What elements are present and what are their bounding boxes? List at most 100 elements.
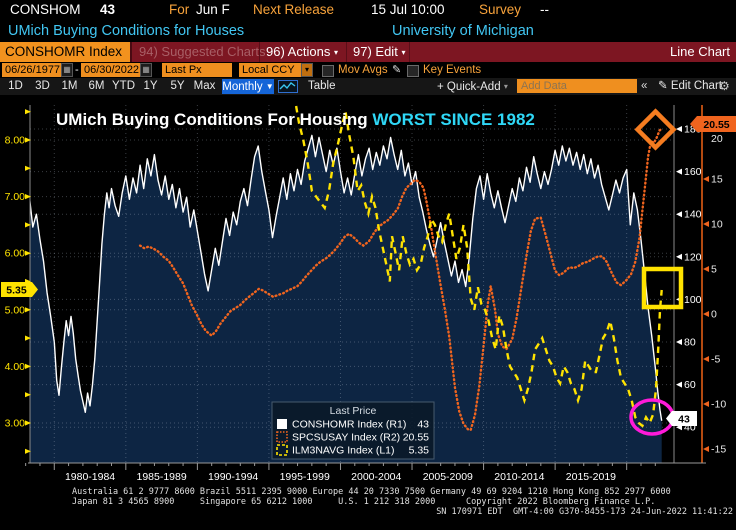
mov-avgs-label[interactable]: Mov Avgs	[338, 64, 388, 76]
svg-text:100: 100	[684, 294, 702, 306]
caret-down-icon: ▾	[333, 48, 338, 57]
security-source: University of Michigan	[392, 23, 534, 39]
calendar-icon[interactable]: ▦	[140, 63, 152, 77]
svg-text:7.00: 7.00	[5, 191, 26, 203]
svg-text:2000-2004: 2000-2004	[351, 471, 401, 483]
svg-text:SPCSUSAY Index (R2): SPCSUSAY Index (R2)	[292, 432, 400, 444]
svg-text:43: 43	[417, 419, 429, 431]
svg-text:20.55: 20.55	[403, 432, 429, 444]
security-header: CONSHOM 43 For Jun F Next Release 15 Jul…	[0, 0, 736, 20]
range-tab-5y[interactable]: 5Y	[170, 80, 185, 92]
pencil-icon: ✎	[658, 80, 671, 92]
badge-right-inner-last: 43	[678, 414, 690, 426]
date-to-field[interactable]: 06/30/2022	[81, 63, 140, 77]
svg-text:1990-1994: 1990-1994	[208, 471, 258, 483]
footer-contacts-line2: Japan 81 3 4565 8900 Singapore 65 6212 1…	[72, 497, 656, 507]
x-axis: 1980-1984 1985-1989 1990-1994 1995-1999 2000…	[25, 462, 706, 483]
view-label: Line Chart	[670, 44, 730, 59]
currency-selector[interactable]: Local CCY	[239, 63, 301, 77]
svg-text:1980-1984: 1980-1984	[65, 471, 115, 483]
for-value: Jun F	[196, 2, 230, 17]
svg-text:5.35: 5.35	[409, 445, 430, 457]
annotation-diamond	[634, 108, 677, 151]
key-events-label[interactable]: Key Events	[423, 64, 482, 76]
svg-text:2010-2014: 2010-2014	[494, 471, 544, 483]
menu-bar: CONSHOMR Index 94) Suggested Charts 96) …	[0, 42, 736, 62]
survey-value: --	[540, 2, 549, 17]
annotation-rectangle	[641, 266, 684, 310]
plot-area	[30, 105, 663, 463]
range-tabs: 1D 3D 1M 6M YTD 1Y 5Y Max	[2, 78, 218, 95]
svg-text:CONSHOMR Index (R1): CONSHOMR Index (R1)	[292, 419, 406, 431]
svg-text:15: 15	[711, 174, 723, 186]
legend: Last Price CONSHOMR Index (R1) 43 SPCSUSAY …	[271, 401, 435, 460]
mov-avgs-checkbox[interactable]	[322, 65, 334, 77]
range-tab-1m[interactable]: 1M	[61, 80, 78, 92]
svg-text:60: 60	[684, 379, 696, 391]
footer-session-info: SN 170971 EDT GMT-4:00 G370-8455-173 24-…	[436, 507, 733, 517]
svg-text:1985-1989: 1985-1989	[136, 471, 186, 483]
svg-text:5.00: 5.00	[5, 304, 26, 316]
caret-down-icon: ▾	[401, 48, 406, 57]
range-tab-6m[interactable]: 6M	[88, 80, 105, 92]
svg-text:4.00: 4.00	[5, 361, 26, 373]
date-from-field[interactable]: 06/26/1977	[2, 63, 61, 77]
area-fill	[30, 135, 662, 463]
line-chart-icon[interactable]	[278, 80, 298, 93]
badge-right-outer-last: 20.55	[703, 119, 729, 131]
price-line-conshomr	[30, 134, 663, 421]
svg-text:20: 20	[711, 133, 723, 145]
actions-menu[interactable]: 96) Actions ▾	[266, 44, 338, 59]
next-release-value: 15 Jul 10:00	[371, 2, 445, 17]
field-controls: 06/26/1977 ▦ - 06/30/2022 ▦ Last Px Loca…	[0, 62, 736, 78]
edit-menu[interactable]: 97) Edit ▾	[353, 44, 406, 59]
date-range-dash: -	[75, 64, 79, 76]
calendar-icon[interactable]: ▦	[61, 63, 73, 77]
table-button[interactable]: Table	[308, 80, 336, 92]
range-tab-ytd[interactable]: YTD	[112, 80, 135, 92]
price-field-selector[interactable]: Last Px	[162, 63, 232, 77]
key-events-checkbox[interactable]	[407, 65, 419, 77]
range-tab-3d[interactable]: 3D	[35, 80, 50, 92]
period-selector[interactable]: Monthly ▼	[222, 79, 274, 94]
range-tab-1d[interactable]: 1D	[8, 80, 23, 92]
svg-text:-10: -10	[711, 399, 726, 411]
svg-text:120: 120	[684, 251, 702, 263]
last-price-badges: 5.35 43 20.55	[1, 116, 736, 426]
svg-text:10: 10	[711, 219, 723, 231]
terminal-footer: Australia 61 2 9777 8600 Brazil 5511 239…	[0, 487, 736, 530]
range-tab-max[interactable]: Max	[193, 80, 216, 92]
svg-text:140: 140	[684, 209, 702, 221]
price-line-ilm3navg	[294, 105, 663, 428]
security-description: UMich Buying Conditions for Houses	[8, 23, 245, 39]
svg-text:2015-2019: 2015-2019	[566, 471, 616, 483]
svg-text:80: 80	[684, 337, 696, 349]
caret-down-icon[interactable]: ▾	[301, 63, 313, 77]
next-release-label: Next Release	[253, 2, 335, 17]
svg-text:-15: -15	[711, 444, 726, 456]
ticker: CONSHOM	[10, 2, 81, 17]
edit-chart-button[interactable]: ✎ Edit Chart	[658, 80, 722, 92]
svg-text:40: 40	[684, 422, 696, 434]
range-tab-1y[interactable]: 1Y	[143, 80, 158, 92]
gear-icon[interactable]: ⚙	[719, 79, 730, 93]
caret-down-icon: ▼	[265, 82, 274, 91]
add-data-input[interactable]	[517, 79, 637, 93]
last-value: 43	[100, 2, 116, 17]
chart-title: UMich Buying Conditions For Housing WORS…	[56, 110, 535, 129]
svg-text:ILM3NAVG Index (L1): ILM3NAVG Index (L1)	[292, 445, 395, 457]
suggested-charts-menu[interactable]: 94) Suggested Charts	[139, 44, 266, 59]
svg-text:3.00: 3.00	[5, 418, 26, 430]
footer-contacts-line1: Australia 61 2 9777 8600 Brazil 5511 239…	[72, 487, 671, 497]
svg-text:Last Price: Last Price	[330, 405, 377, 417]
security-tab[interactable]: CONSHOMR Index	[0, 42, 132, 62]
right-axis-outer: 20 15 10 5 0 -5 -10 -15	[701, 105, 726, 463]
pencil-icon[interactable]: ✎	[392, 64, 402, 76]
svg-text:-5: -5	[711, 354, 720, 366]
quick-add-button[interactable]: + Quick-Add ▾	[437, 81, 508, 93]
description-row: UMich Buying Conditions for Houses Unive…	[0, 20, 736, 42]
chart-toolbar: 1D 3D 1M 6M YTD 1Y 5Y Max Monthly ▼ Table + Qui…	[0, 78, 736, 96]
collapse-chevrons-icon[interactable]: «	[641, 80, 648, 92]
